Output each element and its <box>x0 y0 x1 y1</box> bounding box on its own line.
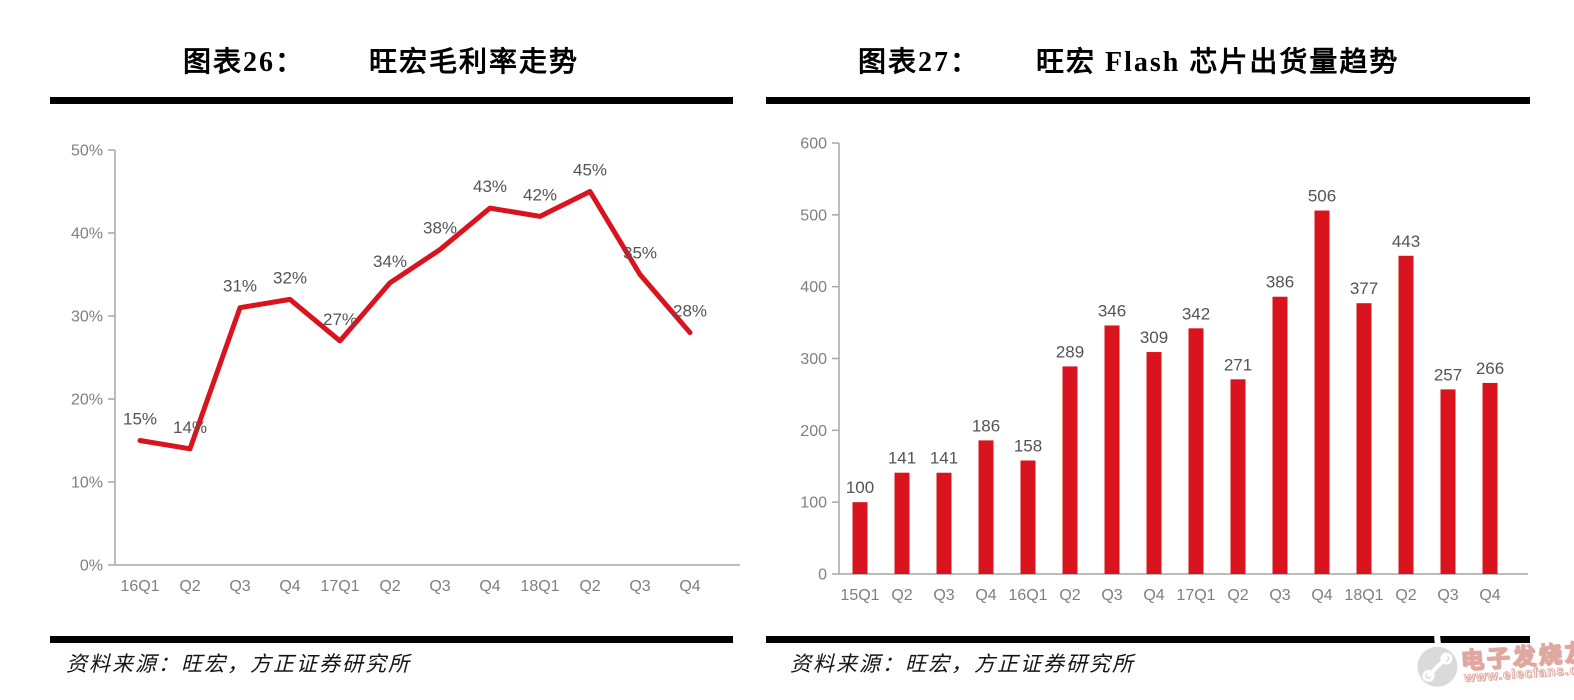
svg-text:34%: 34% <box>373 252 407 271</box>
svg-text:17Q1: 17Q1 <box>1176 587 1215 604</box>
svg-text:Q2: Q2 <box>579 578 600 595</box>
svg-text:266: 266 <box>1476 359 1504 378</box>
svg-text:400: 400 <box>800 279 827 296</box>
svg-text:38%: 38% <box>423 219 457 238</box>
svg-text:141: 141 <box>930 449 958 468</box>
svg-text:Q3: Q3 <box>429 578 450 595</box>
svg-text:289: 289 <box>1056 342 1084 361</box>
svg-text:Q3: Q3 <box>1437 587 1458 604</box>
svg-text:386: 386 <box>1266 273 1294 292</box>
svg-text:Q2: Q2 <box>1227 587 1248 604</box>
svg-text:Q4: Q4 <box>1479 587 1500 604</box>
svg-text:35%: 35% <box>623 244 657 263</box>
svg-text:40%: 40% <box>71 226 103 243</box>
svg-text:Q4: Q4 <box>1311 587 1332 604</box>
svg-text:20%: 20% <box>71 392 103 409</box>
figure-27-title-row: 图表27： 旺宏 Flash 芯片出货量趋势 <box>858 40 1399 80</box>
svg-text:Q2: Q2 <box>891 587 912 604</box>
figure-27-panel: 图表27： 旺宏 Flash 芯片出货量趋势 0 100 200 300 400 500 6… <box>766 0 1530 694</box>
svg-text:30%: 30% <box>71 309 103 326</box>
svg-text:100: 100 <box>846 478 874 497</box>
svg-text:27%: 27% <box>323 310 357 329</box>
figure-27-title: 旺宏 Flash 芯片出货量趋势 <box>1036 47 1400 78</box>
svg-text:15Q1: 15Q1 <box>840 587 879 604</box>
figure-26-panel: 图表26： 旺宏毛利率走势 0% 10% 20% 30% 40% 50% 16Q1 Q2 Q3 Q… <box>50 0 740 694</box>
svg-text:600: 600 <box>800 136 827 153</box>
svg-text:Q2: Q2 <box>1395 587 1416 604</box>
svg-text:342: 342 <box>1182 304 1210 323</box>
svg-text:377: 377 <box>1350 279 1378 298</box>
svg-text:0%: 0% <box>80 558 103 575</box>
svg-text:100: 100 <box>800 495 827 512</box>
figure-26-label: 图表26： <box>183 47 306 78</box>
svg-text:271: 271 <box>1224 355 1252 374</box>
svg-text:506: 506 <box>1308 187 1336 206</box>
svg-text:346: 346 <box>1098 301 1126 320</box>
svg-text:443: 443 <box>1392 232 1420 251</box>
svg-text:Q3: Q3 <box>629 578 650 595</box>
svg-text:158: 158 <box>1014 437 1042 456</box>
svg-text:Q3: Q3 <box>229 578 250 595</box>
svg-text:0: 0 <box>818 567 827 584</box>
svg-text:Q3: Q3 <box>1269 587 1290 604</box>
figure-26-title-row: 图表26： 旺宏毛利率走势 <box>183 40 579 80</box>
svg-text:Q4: Q4 <box>279 578 300 595</box>
gross-margin-line-chart: 0% 10% 20% 30% 40% 50% 16Q1 Q2 Q3 Q4 17Q1 Q2 Q3 Q4 18Q… <box>71 143 740 595</box>
svg-text:18Q1: 18Q1 <box>520 578 559 595</box>
figure-26-title: 旺宏毛利率走势 <box>369 47 580 78</box>
svg-text:43%: 43% <box>473 177 507 196</box>
svg-text:Q4: Q4 <box>479 578 500 595</box>
svg-text:Q4: Q4 <box>975 587 996 604</box>
figure-26-source: 资料来源：旺宏，方正证券研究所 <box>66 652 411 676</box>
svg-text:Q2: Q2 <box>179 578 200 595</box>
svg-text:50%: 50% <box>71 143 103 160</box>
svg-text:10%: 10% <box>71 475 103 492</box>
svg-text:257: 257 <box>1434 365 1462 384</box>
svg-text:Q2: Q2 <box>379 578 400 595</box>
svg-text:300: 300 <box>800 351 827 368</box>
svg-text:31%: 31% <box>223 277 257 296</box>
svg-text:Q4: Q4 <box>679 578 700 595</box>
svg-text:141: 141 <box>888 449 916 468</box>
svg-text:42%: 42% <box>523 185 557 204</box>
svg-text:309: 309 <box>1140 328 1168 347</box>
svg-text:14%: 14% <box>173 418 207 437</box>
figure-26-bottom-rule <box>50 636 733 643</box>
svg-text:28%: 28% <box>673 302 707 321</box>
svg-text:15%: 15% <box>123 410 157 429</box>
flash-shipment-bar-chart: 0 100 200 300 400 500 600 15Q1 Q2 Q3 Q4 16Q1 Q2 Q3 Q4 1… <box>800 136 1528 604</box>
svg-text:16Q1: 16Q1 <box>120 578 159 595</box>
svg-text:Q3: Q3 <box>933 587 954 604</box>
figure-27-source: 资料来源：旺宏，方正证券研究所 <box>790 652 1135 676</box>
svg-text:Q2: Q2 <box>1059 587 1080 604</box>
svg-text:45%: 45% <box>573 161 607 180</box>
svg-text:18Q1: 18Q1 <box>1344 587 1383 604</box>
svg-text:Q4: Q4 <box>1143 587 1164 604</box>
svg-text:32%: 32% <box>273 268 307 287</box>
svg-text:Q3: Q3 <box>1101 587 1122 604</box>
svg-text:17Q1: 17Q1 <box>320 578 359 595</box>
figure-27-bottom-rule <box>766 636 1530 643</box>
svg-text:186: 186 <box>972 416 1000 435</box>
svg-text:16Q1: 16Q1 <box>1008 587 1047 604</box>
svg-text:200: 200 <box>800 423 827 440</box>
svg-text:500: 500 <box>800 207 827 224</box>
figure-27-label: 图表27： <box>858 47 981 78</box>
figure-27-top-rule <box>766 97 1530 104</box>
figure-26-top-rule <box>50 97 733 104</box>
